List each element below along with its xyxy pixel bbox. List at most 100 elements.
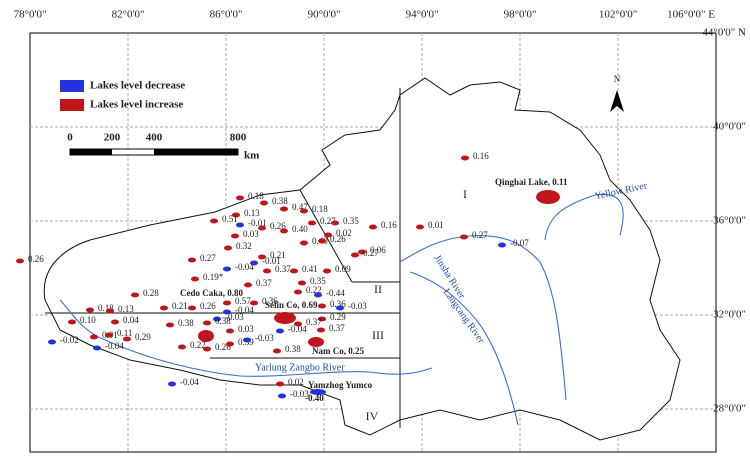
lake: [191, 276, 199, 282]
lake: [223, 309, 231, 315]
lake: [260, 200, 268, 206]
lake-label: 0.29: [135, 332, 151, 342]
lake-label: -0.03: [255, 333, 274, 343]
region-label: II: [374, 282, 382, 296]
lake: [224, 245, 232, 251]
lake: [276, 381, 284, 387]
lake: [226, 341, 234, 347]
lake: [280, 228, 288, 234]
lake-label: 0.32: [236, 241, 252, 251]
lon-label: 94°0'0": [406, 9, 439, 21]
lake: [461, 155, 469, 161]
lake: [244, 282, 252, 288]
lake: [300, 208, 308, 214]
lake-label: -0.04: [235, 262, 254, 272]
lake: [236, 222, 244, 228]
lake-label: -0.03: [225, 312, 244, 322]
lake: [324, 232, 332, 238]
lake: [310, 389, 326, 395]
lake-label: -0.02: [60, 335, 79, 345]
lake-label: 0.06: [370, 245, 386, 255]
lake-label: -0.03: [348, 301, 367, 311]
lake: [160, 305, 168, 311]
lake: [243, 337, 251, 343]
lake-label: 0.03: [243, 229, 259, 239]
north-arrow: [610, 90, 624, 112]
lake-label: 0.26: [330, 234, 346, 244]
lake-label: 0.38: [272, 196, 288, 206]
lake-label: -0.04: [235, 305, 254, 315]
lake-label: 0.18: [248, 191, 264, 201]
lake: [48, 339, 56, 345]
lake: [358, 249, 366, 255]
scale-label: 400: [146, 132, 163, 144]
lake: [263, 268, 271, 274]
lake: [68, 319, 76, 325]
scale-unit: km: [244, 150, 259, 162]
lake-label: 0.37: [329, 323, 345, 333]
lake-label: 0.37: [256, 278, 272, 288]
lake-label: Cedo Caka, 0.80: [180, 288, 244, 298]
lake: [131, 292, 139, 298]
lake: [236, 195, 244, 201]
lake-label: 0.10: [80, 315, 96, 325]
north-label: N: [614, 74, 621, 84]
lake-label: 0.35: [343, 216, 359, 226]
lake: [498, 242, 506, 248]
lake: [198, 330, 214, 342]
lake: [318, 238, 326, 244]
river: [399, 235, 567, 401]
lake-label: 0.40: [292, 224, 308, 234]
lake: [416, 224, 424, 230]
lake-label: 0.27: [200, 253, 216, 263]
region-label: III: [372, 328, 384, 342]
lake-label: 0.35: [310, 276, 326, 286]
lake: [166, 322, 174, 328]
lake: [258, 225, 266, 231]
lake-label: 0.37: [306, 317, 322, 327]
lake-label: 0.27: [363, 248, 379, 258]
lake-label: 0.27: [472, 230, 488, 240]
lake-label: 0.26: [200, 301, 216, 311]
lake-label: 0.09: [335, 264, 351, 274]
lake: [111, 319, 119, 325]
lake: [318, 316, 326, 322]
lake: [203, 346, 211, 352]
lake: [317, 327, 325, 333]
lake: [331, 220, 339, 226]
lake-label: -0.07: [510, 238, 529, 248]
lake: [280, 206, 288, 212]
lake: [90, 334, 98, 340]
lon-label: 102°0'0": [599, 9, 637, 21]
lake: [203, 320, 211, 326]
river: [409, 271, 519, 426]
lon-label: 86°0'0": [210, 9, 243, 21]
lake: [273, 348, 281, 354]
lake-label: 0.38: [178, 318, 194, 328]
lake: [276, 328, 284, 334]
lake: [210, 218, 218, 224]
lake-label: -0.01: [262, 256, 281, 266]
lake: [294, 321, 302, 327]
lon-label: 90°0'0": [308, 9, 341, 21]
lake-label: 0.26: [270, 221, 286, 231]
scale-bar-fill: [154, 149, 238, 155]
lake: [188, 305, 196, 311]
lake: [336, 305, 344, 311]
lake: [250, 300, 258, 306]
lake: [258, 254, 266, 260]
lake: [323, 268, 331, 274]
lake: [250, 260, 258, 266]
lon-label: 98°0'0": [504, 9, 537, 21]
legend-swatch: [60, 99, 84, 111]
lake-label: 0.11: [117, 328, 132, 338]
lake-label: -0.44: [326, 288, 345, 298]
lake-label: -0.03: [290, 389, 309, 399]
lake-label: 0.02: [288, 377, 304, 387]
lake-label: 0.47: [292, 202, 308, 212]
lake-label: Qinghai Lake, 0.11: [495, 177, 568, 187]
lake: [232, 212, 240, 218]
lake: [188, 257, 196, 263]
lake-label: 0.02: [336, 228, 352, 238]
